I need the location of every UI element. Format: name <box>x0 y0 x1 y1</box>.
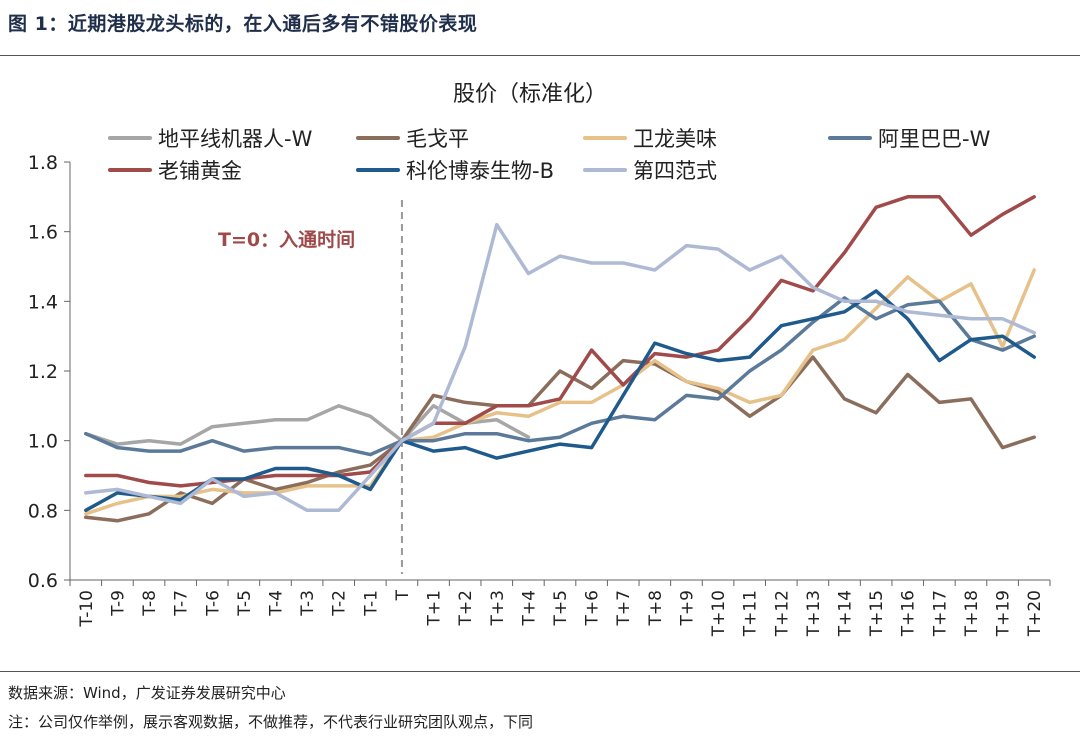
x-tick-label: T-3 <box>298 590 318 617</box>
x-tick-label: T-7 <box>172 590 192 617</box>
x-tick-label: T+9 <box>677 590 697 626</box>
x-tick-label: T+8 <box>646 590 666 626</box>
top-divider <box>0 55 1080 56</box>
x-tick-label: T-4 <box>266 590 286 617</box>
y-tick-label: 0.8 <box>28 500 58 522</box>
x-tick-label: T+16 <box>899 590 919 637</box>
x-tick-label: T-9 <box>108 590 128 617</box>
chart-axes: 0.6 0.8 1.0 1.2 1.4 1.6 1.8 T-10 T-9 T-8 T-7 T-6 T-5… <box>28 152 1051 637</box>
x-tick-label: T+4 <box>519 590 539 626</box>
x-tick-label: T+15 <box>867 590 887 637</box>
legend-label-2: 卫龙美味 <box>633 127 717 151</box>
data-source: 数据来源：Wind，广发证券发展研究中心 <box>8 684 286 702</box>
x-tick-label: T+13 <box>804 590 824 637</box>
x-tick-label: T+6 <box>583 590 603 626</box>
x-tick-label: T-8 <box>140 590 160 617</box>
x-tick-label: T-10 <box>77 590 97 628</box>
legend-label-3: 阿里巴巴-W <box>878 127 991 151</box>
x-tick-label: T+17 <box>930 590 950 637</box>
disclaimer-note: 注：公司仅作举例，展示客观数据，不做推荐，不代表行业研究团队观点，下同 <box>8 713 534 731</box>
x-tick-label: T+14 <box>836 590 856 637</box>
chart-legend: 地平线机器人-W 毛戈平 卫龙美味 阿里巴巴-W 老铺黄金 科伦博泰生物-B 第四范式 <box>108 127 991 183</box>
x-tick-label: T-2 <box>330 590 350 617</box>
legend-label-1: 毛戈平 <box>406 127 469 151</box>
legend-label-5: 科伦博泰生物-B <box>406 159 554 183</box>
y-tick-label: 1.6 <box>28 222 58 244</box>
legend-label-6: 第四范式 <box>633 159 717 183</box>
y-tick-label: 0.6 <box>28 570 58 592</box>
bottom-divider <box>0 671 1080 672</box>
x-tick-label: T-1 <box>361 590 381 617</box>
chart-series <box>84 195 1036 523</box>
x-tick-label: T+11 <box>741 590 761 637</box>
legend-label-0: 地平线机器人-W <box>158 127 313 151</box>
x-tick-label: T+1 <box>425 590 445 626</box>
series-line-0 <box>84 404 531 446</box>
x-tick-label: T+10 <box>709 590 729 637</box>
y-tick-label: 1.0 <box>28 431 58 453</box>
series-line-2 <box>84 268 1036 516</box>
x-tick-label: T+12 <box>772 590 792 637</box>
series-line-3 <box>84 296 1036 457</box>
chart-title: 股价（标准化） <box>453 82 607 107</box>
x-tick-label: T+18 <box>962 590 982 637</box>
x-tick-label: T-6 <box>203 590 223 617</box>
legend-label-4: 老铺黄金 <box>158 159 242 183</box>
x-tick-label: T+7 <box>614 590 634 626</box>
x-tick-label: T+19 <box>994 590 1014 637</box>
x-tick-label: T+3 <box>488 590 508 626</box>
x-tick-label: T+2 <box>456 590 476 626</box>
y-tick-label: 1.8 <box>28 152 58 174</box>
y-tick-label: 1.4 <box>28 291 58 313</box>
series-line-6 <box>84 222 1036 513</box>
line-chart: 股价（标准化） 地平线机器人-W 毛戈平 卫龙美味 阿里巴巴-W 老铺黄金 科伦博泰生物-… <box>28 82 1051 637</box>
entry-annotation: T=0：入通时间 <box>218 229 355 251</box>
x-tick-label: T-5 <box>235 590 255 617</box>
y-tick-label: 1.2 <box>28 361 58 383</box>
x-tick-label: T <box>393 589 413 601</box>
x-tick-label: T+20 <box>1025 590 1045 637</box>
series-line-5 <box>84 289 1036 513</box>
figure-title: 图 1：近期港股龙头标的，在入通后多有不错股价表现 <box>8 13 478 35</box>
x-tick-label: T+5 <box>551 590 571 626</box>
